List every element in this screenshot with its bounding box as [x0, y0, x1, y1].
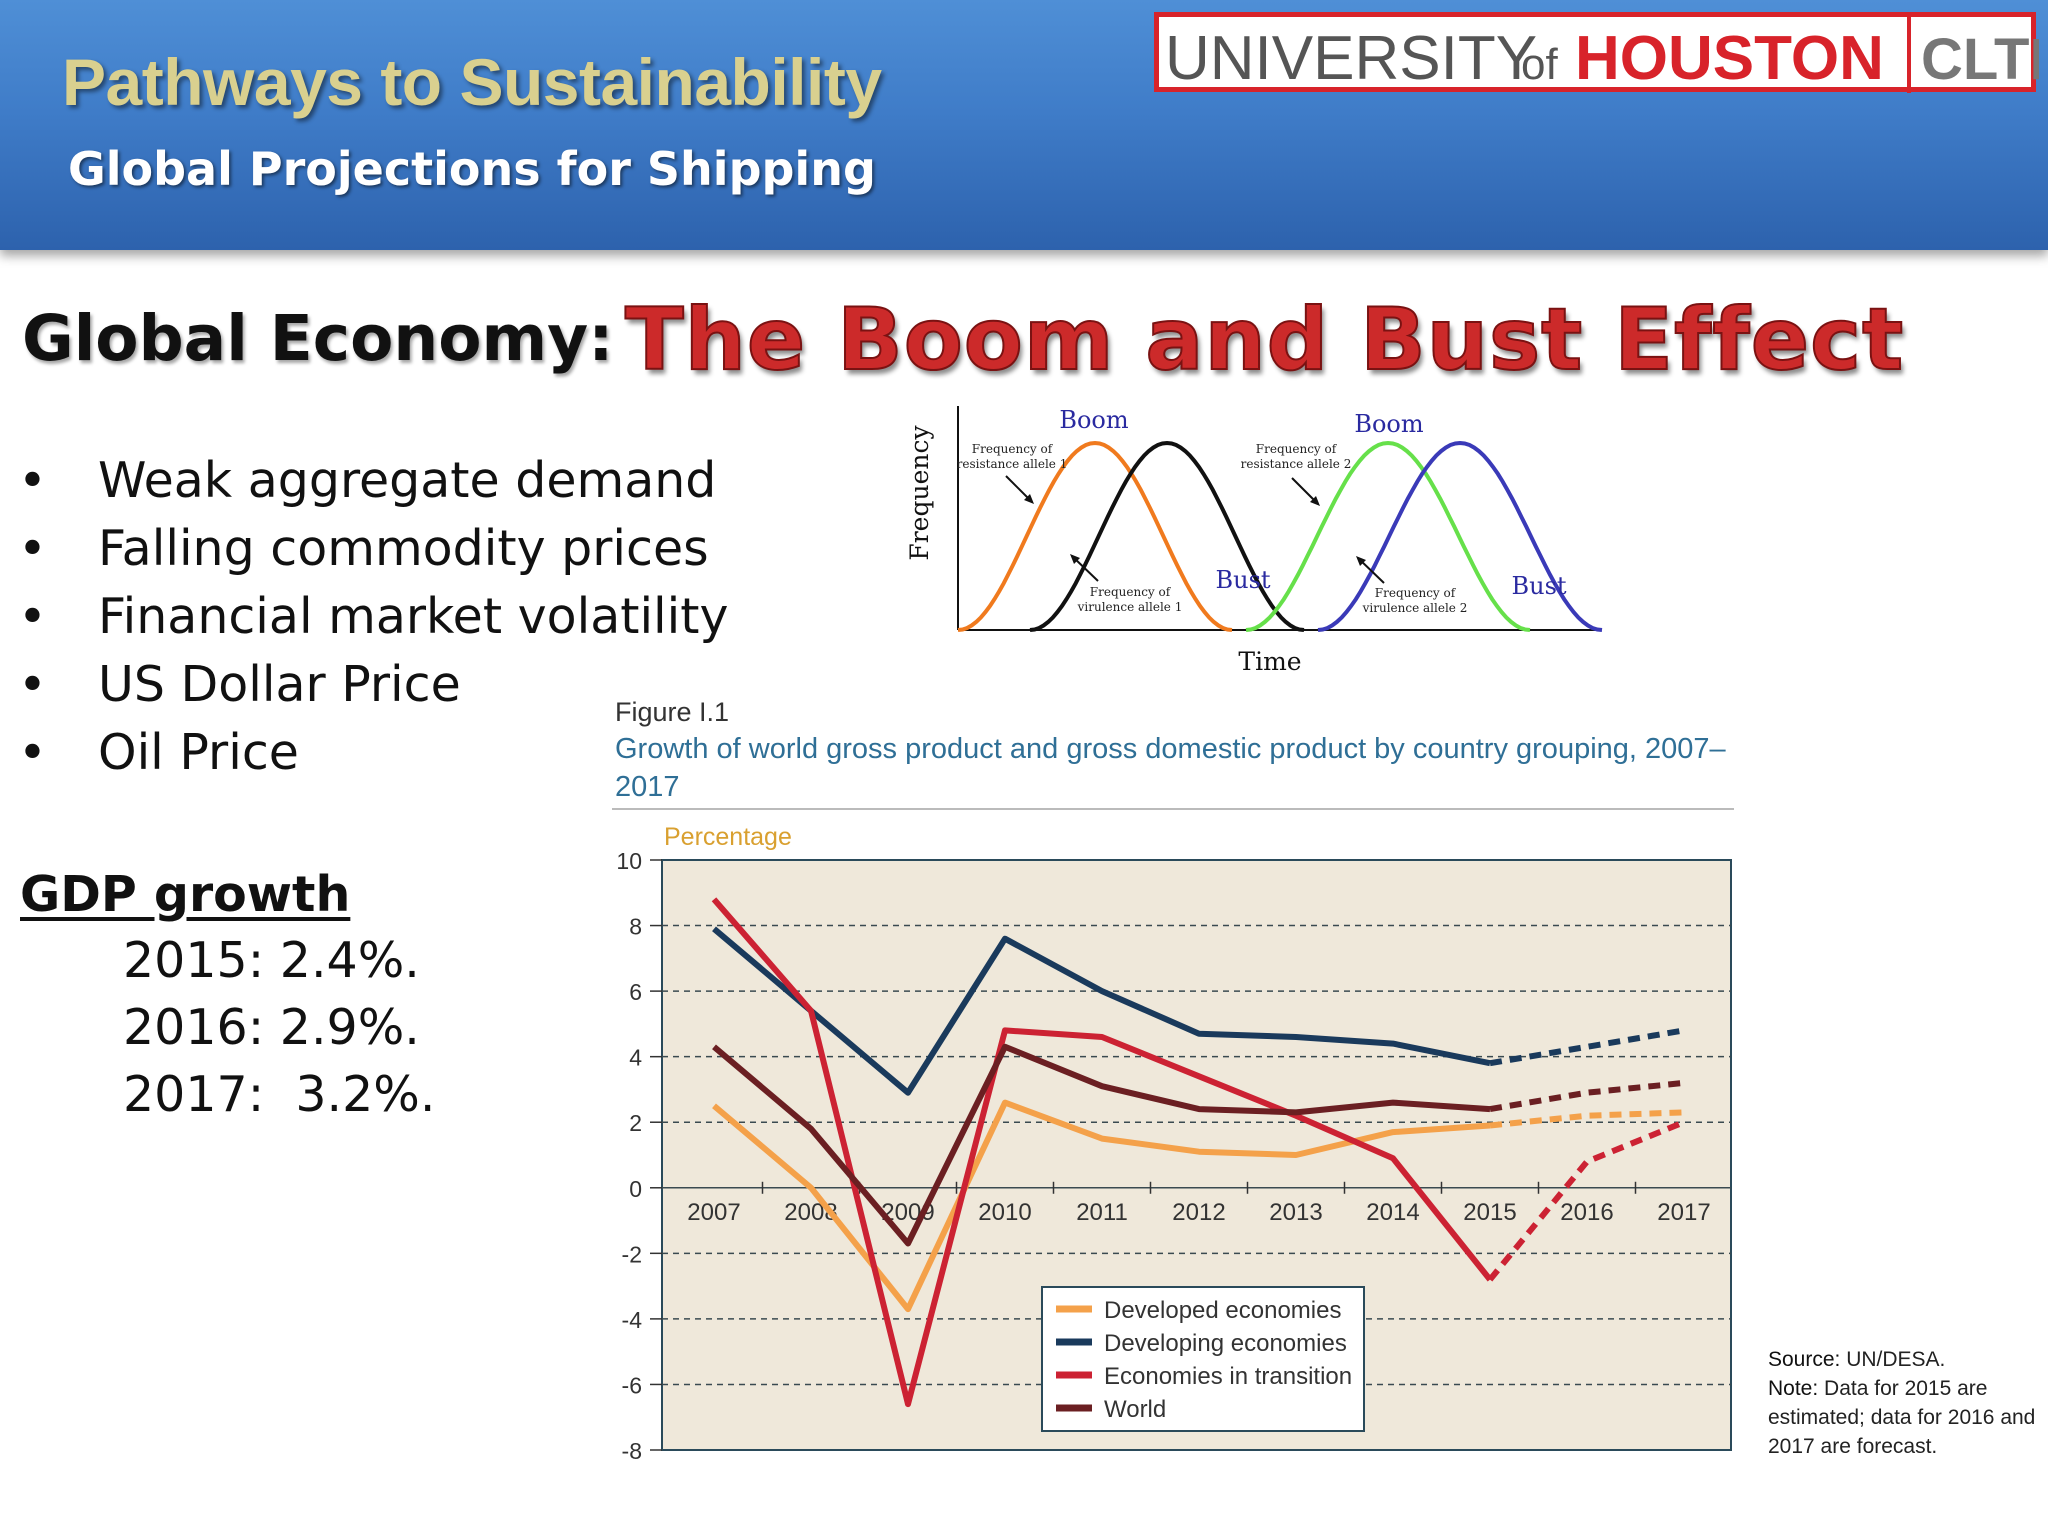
series-line	[711, 897, 1493, 1408]
label-boom-1: Boom	[1059, 406, 1129, 434]
label-res2-line2: resistance allele 2	[1241, 457, 1352, 471]
y-tick-label: -8	[622, 1438, 642, 1464]
logo-of: of	[1521, 40, 1558, 89]
logo-divider	[1907, 17, 1911, 93]
bullet-dot: •	[18, 656, 47, 713]
label-vir1-line2: virulence allele 1	[1077, 600, 1183, 614]
y-tick-label: 4	[629, 1045, 642, 1071]
legend-label: World	[1104, 1396, 1166, 1423]
bullet-dot: •	[18, 520, 47, 577]
y-axis-ticks: 10 8 6 4 2 0 -2 -4 -6 -8	[616, 848, 662, 1464]
label-res1-line1: Frequency of	[972, 442, 1054, 456]
bullet-text: Financial market volatility	[98, 588, 729, 645]
x-tick-label: 2010	[978, 1199, 1031, 1226]
chart-legend: Developed economies Developing economies E…	[1041, 1286, 1365, 1432]
curve-resistance-allele-2	[1245, 440, 1531, 632]
header-title: Pathways to Sustainability	[62, 45, 882, 119]
logo-cltp: CLTP	[1921, 27, 2039, 92]
logo-houston: HOUSTON	[1575, 24, 1884, 93]
y-tick-label: 0	[629, 1176, 642, 1202]
label-vir2-line2: virulence allele 2	[1362, 601, 1468, 615]
logo-university: UNIVERSITY	[1165, 24, 1537, 93]
x-tick-label: 2014	[1366, 1199, 1419, 1226]
x-tick-label: 2015	[1463, 1199, 1516, 1226]
university-logo-wordmark: UNIVERSITY of HOUSTON CLTP	[1165, 17, 2039, 93]
x-tick-label: 2017	[1657, 1199, 1710, 1226]
diagram-ylabel: Frequency	[905, 425, 934, 561]
university-logo: UNIVERSITY of HOUSTON CLTP	[1154, 12, 2039, 93]
bullet-text: Weak aggregate demand	[98, 452, 717, 509]
series-line	[712, 1099, 1491, 1313]
label-vir2-line1: Frequency of	[1375, 586, 1457, 600]
note-label: Note:	[1768, 1377, 1819, 1400]
note-text: Data for 2015 are estimated; data for 20…	[1768, 1377, 2036, 1458]
y-tick-label: -2	[622, 1241, 642, 1267]
bullet-dot: •	[18, 452, 47, 509]
arrowhead-vir2	[1356, 556, 1366, 566]
legend-box	[1041, 1286, 1365, 1432]
data-series	[711, 897, 1686, 1408]
gdp-2015: 2015: 2.4%.	[123, 932, 420, 989]
series-forecast-line	[1487, 1119, 1686, 1282]
label-res2-line1: Frequency of	[1256, 442, 1338, 456]
x-tick-label: 2011	[1076, 1199, 1128, 1226]
header-banner: Pathways to Sustainability Global Projec…	[0, 0, 2048, 250]
bullet-dot: •	[18, 724, 47, 781]
x-tick-label: 2012	[1172, 1199, 1225, 1226]
arrowhead-res1	[1024, 494, 1034, 504]
y-tick-label: 6	[629, 979, 642, 1005]
diagram-xlabel: Time	[1238, 647, 1301, 676]
series-line	[712, 926, 1491, 1096]
source-label: Source:	[1768, 1348, 1841, 1371]
y-tick-label: 10	[616, 848, 642, 874]
figure-caption: Growth of world gross product and gross …	[615, 733, 1726, 803]
curve-virulence-allele-1	[1029, 440, 1305, 632]
label-bust-1: Bust	[1215, 566, 1270, 594]
y-axis-label: Percentage	[664, 823, 792, 851]
arrowhead-res2	[1310, 496, 1320, 506]
bullet-dot: •	[18, 588, 47, 645]
x-tick-label: 2007	[687, 1199, 740, 1226]
bullet-text: Oil Price	[98, 724, 299, 781]
gdp-2017: 2017: 3.2%.	[123, 1066, 436, 1123]
curve-resistance-allele-1	[957, 440, 1233, 632]
heading-boom-bust: The Boom and Bust Effect	[624, 289, 1905, 391]
source-text: UN/DESA.	[1840, 1348, 1946, 1371]
figure-label: Figure I.1	[615, 697, 730, 727]
source-note: Source: UN/DESA. Note: Data for 2015 are…	[1768, 1345, 2038, 1461]
bullet-text: Falling commodity prices	[98, 520, 709, 577]
series-forecast-line	[1489, 1079, 1685, 1113]
boom-bust-diagram: Frequency Time Boom Boom Bust Bust Frequ…	[905, 406, 1603, 676]
label-vir1-line1: Frequency of	[1090, 585, 1172, 599]
caption-divider	[612, 808, 1734, 810]
x-tick-label: 2016	[1560, 1199, 1613, 1226]
arrowhead-vir1	[1070, 554, 1080, 564]
x-tick-label: 2013	[1269, 1199, 1322, 1226]
curve-virulence-allele-2	[1317, 440, 1603, 632]
series-line	[712, 1043, 1491, 1247]
legend-label: Developed economies	[1104, 1297, 1341, 1324]
series-forecast-line	[1489, 1027, 1685, 1067]
y-tick-label: 8	[629, 914, 642, 940]
y-tick-label: -6	[622, 1372, 642, 1398]
gdp-2016: 2016: 2.9%.	[123, 999, 420, 1056]
label-bust-2: Bust	[1511, 572, 1566, 600]
legend-label: Developing economies	[1104, 1330, 1347, 1357]
heading-global-economy: Global Economy:	[22, 302, 614, 375]
label-boom-2: Boom	[1354, 410, 1424, 438]
header-subtitle: Global Projections for Shipping	[68, 142, 876, 196]
y-tick-label: 2	[629, 1110, 642, 1136]
y-tick-label: -4	[622, 1307, 643, 1333]
series-forecast-line	[1489, 1109, 1685, 1129]
bullet-text: US Dollar Price	[98, 656, 461, 713]
legend-label: Economies in transition	[1104, 1363, 1352, 1390]
gdp-growth-title: GDP growth	[20, 866, 351, 923]
label-res1-line2: resistance allele 1	[957, 457, 1068, 471]
